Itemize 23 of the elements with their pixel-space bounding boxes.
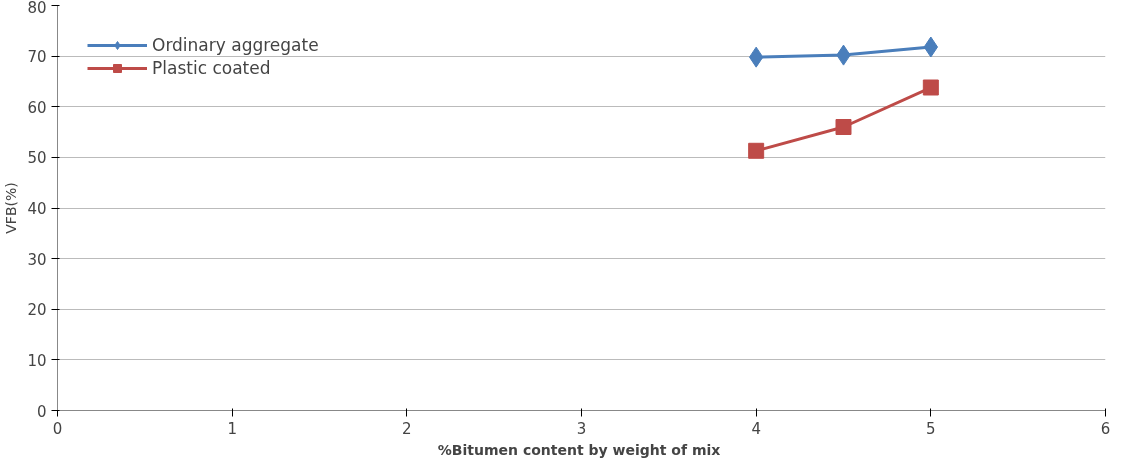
y-tick-label: 20	[27, 301, 47, 320]
y-tick-label: 60	[27, 98, 47, 117]
point	[835, 119, 852, 135]
y-tick-label: 30	[27, 250, 47, 269]
y-tick-label: 10	[27, 351, 47, 370]
x-tick-label: 6	[1100, 419, 1111, 438]
point	[922, 79, 939, 96]
x-tick-label: 5	[926, 419, 936, 438]
x-tick-label: 3	[576, 419, 587, 438]
x-tick-label: 0	[52, 419, 63, 438]
x-tick-label: 4	[751, 419, 761, 438]
x-axis-title: %Bitumen content by weight of mix	[437, 441, 721, 458]
x-tick-label: 2	[402, 419, 412, 438]
y-tick-label: 70	[27, 48, 47, 67]
legend-label: Ordinary aggregate	[152, 35, 319, 55]
y-axis-title: VFB(%)	[3, 182, 20, 234]
point	[748, 142, 765, 159]
y-tick-label: 50	[27, 149, 47, 168]
y-tick-label: 40	[27, 200, 47, 218]
legend-label: Plastic coated	[152, 58, 271, 78]
x-tick-label: 1	[227, 419, 237, 438]
y-tick-label: 80	[27, 0, 47, 17]
y-tick-label: 0	[36, 402, 47, 421]
